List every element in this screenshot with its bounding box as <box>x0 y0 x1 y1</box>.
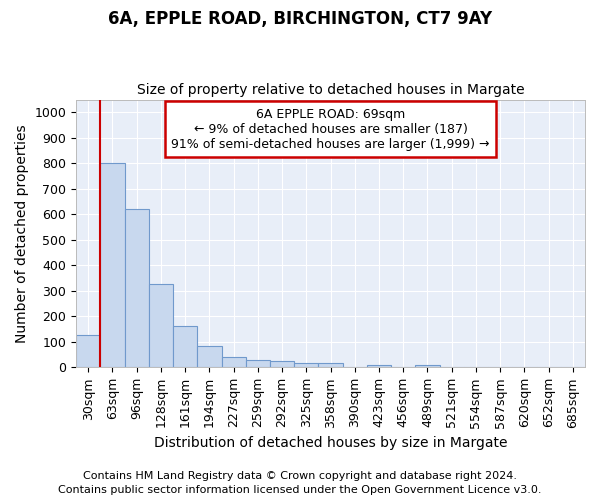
Bar <box>76 336 100 368</box>
X-axis label: Distribution of detached houses by size in Margate: Distribution of detached houses by size … <box>154 436 508 450</box>
Text: 6A EPPLE ROAD: 69sqm
← 9% of detached houses are smaller (187)
91% of semi-detac: 6A EPPLE ROAD: 69sqm ← 9% of detached ho… <box>172 108 490 150</box>
Bar <box>125 209 149 368</box>
Y-axis label: Number of detached properties: Number of detached properties <box>15 124 29 342</box>
Bar <box>367 365 391 368</box>
Bar <box>221 357 246 368</box>
Bar <box>319 364 343 368</box>
Bar <box>173 326 197 368</box>
Bar <box>100 164 125 368</box>
Bar <box>197 346 221 368</box>
Bar <box>246 360 270 368</box>
Bar <box>270 361 294 368</box>
Bar <box>149 284 173 368</box>
Bar <box>294 363 319 368</box>
Text: 6A, EPPLE ROAD, BIRCHINGTON, CT7 9AY: 6A, EPPLE ROAD, BIRCHINGTON, CT7 9AY <box>108 10 492 28</box>
Text: Contains HM Land Registry data © Crown copyright and database right 2024.
Contai: Contains HM Land Registry data © Crown c… <box>58 471 542 495</box>
Bar <box>415 365 440 368</box>
Title: Size of property relative to detached houses in Margate: Size of property relative to detached ho… <box>137 83 524 97</box>
